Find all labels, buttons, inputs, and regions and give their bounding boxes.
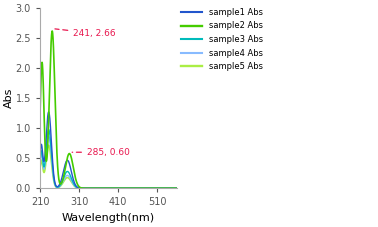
sample1 Abs	[170, 187, 175, 190]
sample2 Abs	[175, 187, 179, 190]
Y-axis label: Abs: Abs	[4, 88, 14, 109]
Line: sample4 Abs: sample4 Abs	[40, 137, 177, 188]
Line: sample5 Abs: sample5 Abs	[40, 145, 177, 188]
sample4 Abs	[45, 143, 49, 146]
sample1 Abs	[46, 111, 51, 113]
sample4 Abs	[170, 187, 175, 190]
sample2 Abs	[146, 187, 150, 190]
sample5 Abs	[45, 151, 49, 153]
sample2 Abs	[50, 30, 54, 32]
sample2 Abs	[45, 155, 49, 158]
sample2 Abs	[170, 187, 175, 190]
Text: 241, 2.66: 241, 2.66	[55, 29, 116, 38]
sample2 Abs	[38, 110, 42, 113]
sample5 Abs	[146, 187, 150, 190]
sample1 Abs	[104, 187, 109, 190]
sample2 Abs	[101, 187, 105, 190]
sample3 Abs	[104, 187, 109, 190]
Legend: sample1 Abs, sample2 Abs, sample3 Abs, sample4 Abs, sample5 Abs: sample1 Abs, sample2 Abs, sample3 Abs, s…	[178, 5, 266, 74]
sample3 Abs	[170, 187, 175, 190]
sample2 Abs	[170, 187, 175, 190]
sample3 Abs	[45, 137, 49, 140]
sample1 Abs	[101, 187, 105, 190]
sample3 Abs	[175, 187, 179, 190]
sample4 Abs	[146, 187, 150, 190]
sample3 Abs	[101, 187, 105, 190]
sample1 Abs	[146, 187, 150, 190]
Line: sample1 Abs: sample1 Abs	[40, 112, 177, 188]
sample4 Abs	[104, 187, 109, 190]
sample4 Abs	[46, 135, 51, 138]
sample3 Abs	[146, 187, 150, 190]
sample3 Abs	[46, 128, 51, 131]
Line: sample2 Abs: sample2 Abs	[40, 31, 177, 188]
sample2 Abs	[104, 187, 109, 190]
sample1 Abs	[175, 187, 179, 190]
sample3 Abs	[38, 159, 42, 162]
Line: sample3 Abs: sample3 Abs	[40, 130, 177, 188]
sample5 Abs	[170, 187, 175, 190]
sample5 Abs	[46, 144, 51, 147]
sample3 Abs	[170, 187, 175, 190]
sample5 Abs	[101, 187, 105, 190]
sample4 Abs	[38, 162, 42, 164]
sample1 Abs	[38, 155, 42, 157]
sample4 Abs	[101, 187, 105, 190]
sample1 Abs	[170, 187, 175, 190]
sample5 Abs	[104, 187, 109, 190]
sample4 Abs	[175, 187, 179, 190]
sample5 Abs	[170, 187, 175, 190]
sample4 Abs	[170, 187, 175, 190]
Text: 285, 0.60: 285, 0.60	[72, 148, 130, 157]
sample5 Abs	[38, 166, 42, 169]
sample5 Abs	[175, 187, 179, 190]
X-axis label: Wavelength(nm): Wavelength(nm)	[62, 213, 155, 223]
sample1 Abs	[45, 123, 49, 125]
